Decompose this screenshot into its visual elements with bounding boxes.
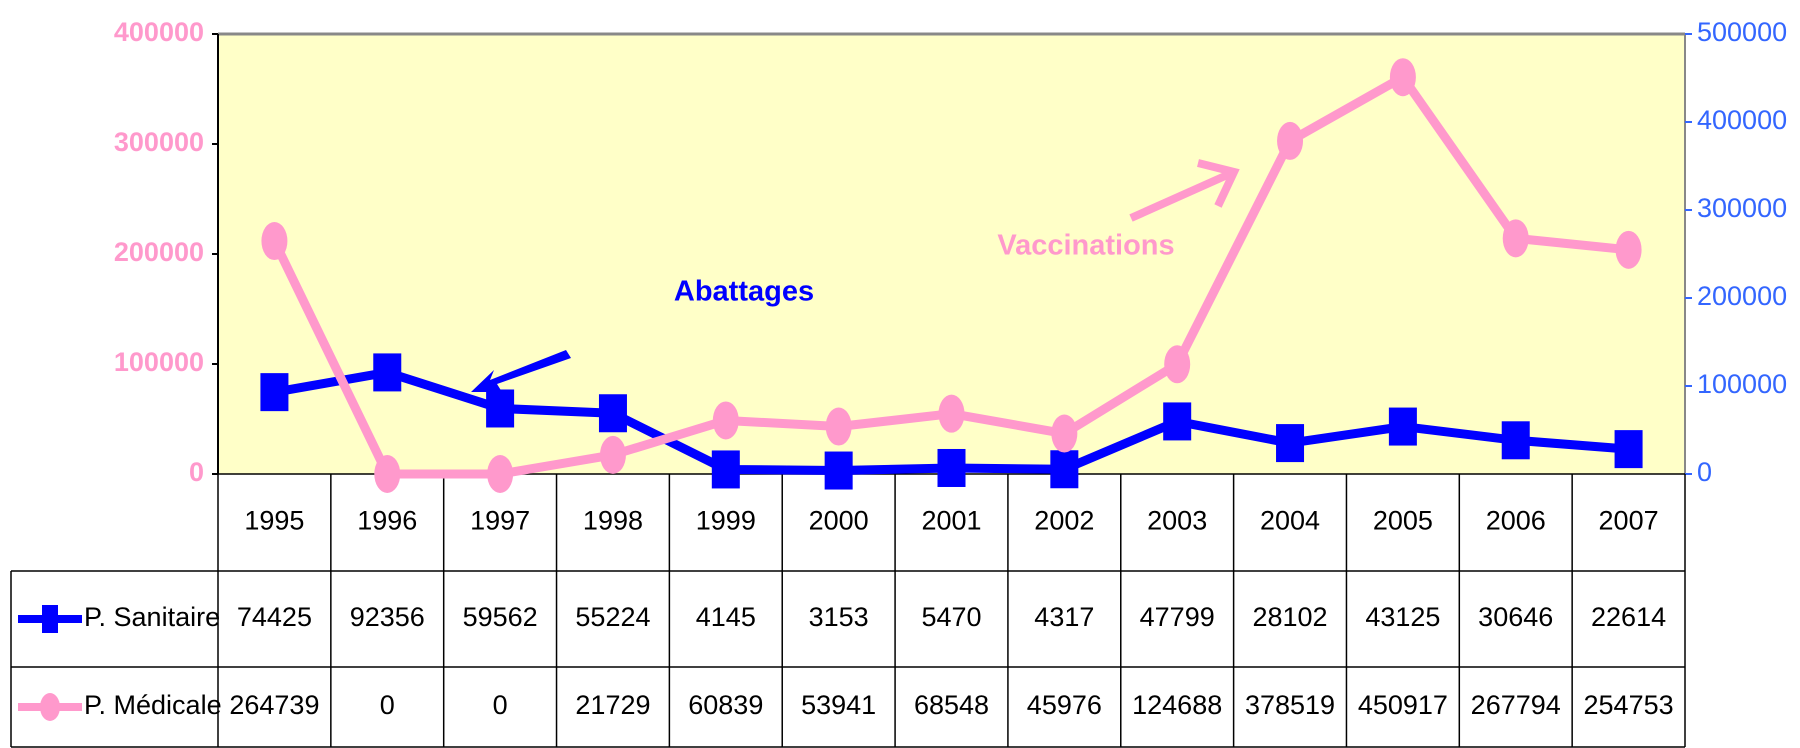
marker xyxy=(1501,421,1530,460)
x-tick-label: 2007 xyxy=(1599,506,1659,536)
x-tick-label: 1995 xyxy=(244,506,304,536)
table-value: 53941 xyxy=(801,690,876,720)
x-tick-label: 1998 xyxy=(583,506,643,536)
legend-label: P. Sanitaire xyxy=(84,602,220,632)
x-tick-label: 1999 xyxy=(696,506,756,536)
marker xyxy=(1615,230,1642,269)
table-value: 3153 xyxy=(809,602,869,632)
annotation: Abattages xyxy=(674,276,814,308)
table-value: 0 xyxy=(380,690,395,720)
table-value: 45976 xyxy=(1027,690,1102,720)
x-tick-label: 2005 xyxy=(1373,506,1433,536)
y-tick-label: 200000 xyxy=(114,237,204,267)
annotation-arrow xyxy=(471,350,571,392)
table-value: 450917 xyxy=(1358,690,1448,720)
table-value: 378519 xyxy=(1245,690,1335,720)
table-value: 47799 xyxy=(1140,602,1215,632)
marker xyxy=(374,455,401,493)
marker xyxy=(261,222,288,261)
y2-tick-label: 200000 xyxy=(1697,281,1787,311)
y2-tick-label: 400000 xyxy=(1697,105,1787,135)
marker xyxy=(1614,430,1643,469)
marker xyxy=(1389,58,1416,97)
marker xyxy=(1502,219,1529,258)
table-value: 59562 xyxy=(463,602,538,632)
table-value: 22614 xyxy=(1591,602,1666,632)
marker xyxy=(1051,414,1078,453)
table-value: 254753 xyxy=(1584,690,1674,720)
x-tick-label: 2000 xyxy=(809,506,869,536)
annotation-arrow xyxy=(1129,159,1240,222)
y-tick-label: 100000 xyxy=(114,347,204,377)
table-value: 92356 xyxy=(350,602,425,632)
table-value: 55224 xyxy=(575,602,650,632)
table-value: 264739 xyxy=(229,690,319,720)
marker xyxy=(598,394,627,433)
y-tick-label: 400000 xyxy=(114,17,204,47)
table-value: 4145 xyxy=(696,602,756,632)
legend-label: P. Médicale xyxy=(84,690,222,720)
marker xyxy=(1388,407,1417,446)
y2-tick-label: 0 xyxy=(1697,457,1712,487)
x-tick-label: 2001 xyxy=(921,506,981,536)
table-value: 43125 xyxy=(1365,602,1440,632)
table-value: 74425 xyxy=(237,602,312,632)
table-value: 124688 xyxy=(1132,690,1222,720)
marker xyxy=(937,448,966,487)
legend-marker xyxy=(42,605,58,633)
table-value: 28102 xyxy=(1252,602,1327,632)
table-value: 4317 xyxy=(1034,602,1094,632)
marker xyxy=(1163,402,1192,441)
marker xyxy=(711,450,740,489)
x-tick-label: 2004 xyxy=(1260,506,1320,536)
table-value: 60839 xyxy=(688,690,763,720)
x-tick-label: 2002 xyxy=(1034,506,1094,536)
y2-tick-label: 300000 xyxy=(1697,193,1787,223)
marker xyxy=(1164,345,1191,384)
marker xyxy=(599,435,626,474)
marker xyxy=(260,373,289,412)
marker xyxy=(1050,450,1079,489)
marker xyxy=(486,389,515,428)
x-tick-label: 1997 xyxy=(470,506,530,536)
annotation: Vaccinations xyxy=(997,230,1174,262)
legend-marker xyxy=(40,693,60,721)
y-tick-label: 0 xyxy=(189,457,204,487)
table-value: 5470 xyxy=(921,602,981,632)
marker xyxy=(373,353,402,392)
marker xyxy=(712,401,739,440)
x-tick-label: 2006 xyxy=(1486,506,1546,536)
marker xyxy=(487,455,514,493)
table-value: 21729 xyxy=(575,690,650,720)
x-tick-label: 1996 xyxy=(357,506,417,536)
x-tick-label: 2003 xyxy=(1147,506,1207,536)
marker xyxy=(1276,424,1305,463)
marker xyxy=(938,394,965,433)
table-value: 267794 xyxy=(1471,690,1561,720)
y-tick-label: 300000 xyxy=(114,127,204,157)
marker xyxy=(824,451,853,490)
table-value: 0 xyxy=(493,690,508,720)
table-value: 30646 xyxy=(1478,602,1553,632)
marker xyxy=(825,407,852,446)
marker xyxy=(1277,121,1304,160)
y2-tick-label: 100000 xyxy=(1697,369,1787,399)
y2-tick-label: 500000 xyxy=(1697,17,1787,47)
table-value: 68548 xyxy=(914,690,989,720)
